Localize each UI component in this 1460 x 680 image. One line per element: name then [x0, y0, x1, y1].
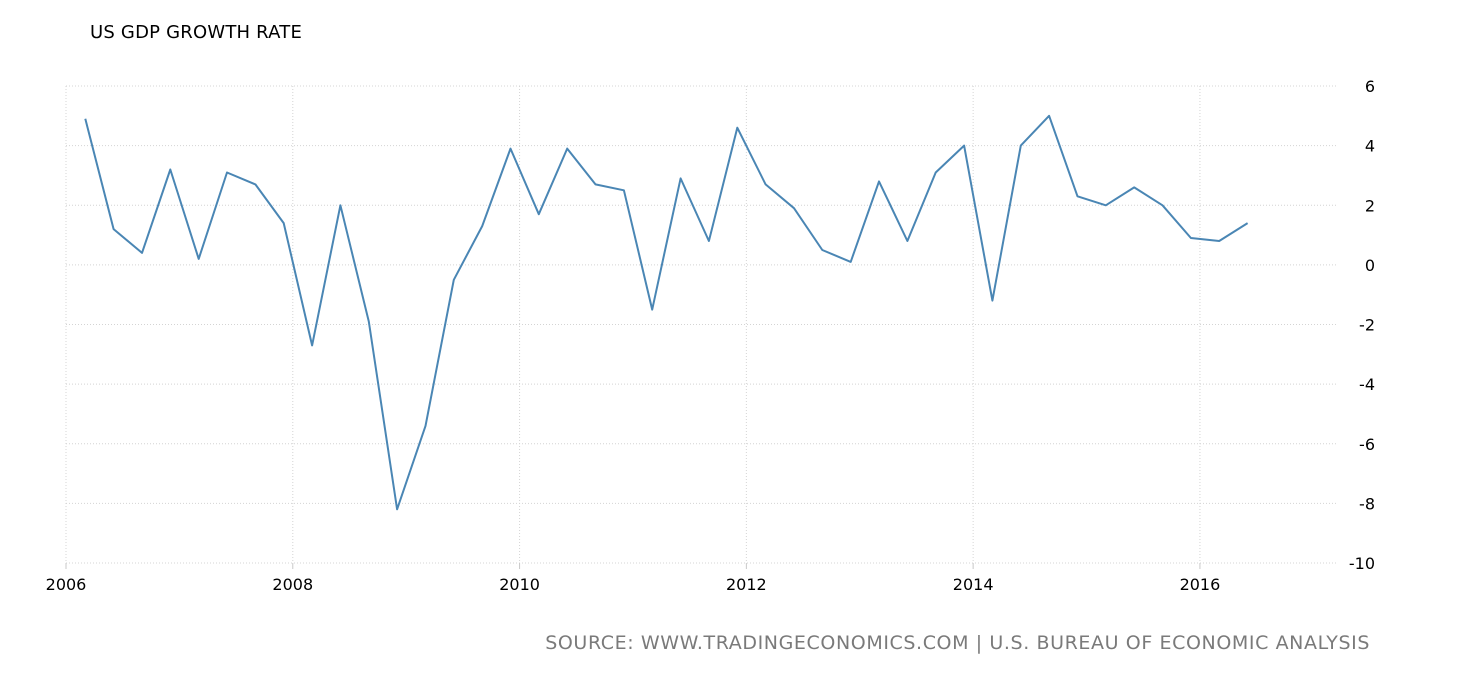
chart-title: US GDP GROWTH RATE [90, 22, 303, 43]
series-line-layer [83, 114, 1250, 511]
x-tick-label: 2014 [953, 575, 994, 594]
data-point [820, 248, 824, 252]
data-point [1217, 239, 1221, 243]
y-tick-label: -10 [1349, 554, 1375, 573]
data-point [990, 299, 994, 303]
data-point [480, 224, 484, 228]
data-point [367, 320, 371, 324]
series-line [84, 114, 1249, 511]
x-tick-label: 2006 [46, 575, 87, 594]
data-point [1047, 114, 1051, 118]
x-tick-label: 2008 [272, 575, 313, 594]
data-point [707, 239, 711, 243]
data-point [338, 203, 342, 207]
grid-lines [65, 85, 1336, 569]
data-point [197, 257, 201, 261]
y-axis-ticks: 6 4 2 0 -2 -4 -6 -8 -10 [1349, 77, 1375, 573]
data-point [650, 308, 654, 312]
x-tick-label: 2010 [499, 575, 540, 594]
data-point [1075, 194, 1079, 198]
data-point [537, 212, 541, 216]
data-point [905, 239, 909, 243]
data-point [1132, 185, 1136, 189]
data-point [934, 170, 938, 174]
y-tick-label: 6 [1365, 77, 1375, 96]
data-point [565, 147, 569, 151]
data-point [140, 251, 144, 255]
data-point [310, 343, 314, 347]
y-tick-label: 0 [1365, 256, 1375, 275]
y-tick-label: -4 [1359, 375, 1375, 394]
x-tick-label: 2016 [1180, 575, 1221, 594]
y-tick-label: -2 [1359, 316, 1375, 335]
data-point [168, 167, 172, 171]
data-point [112, 227, 116, 231]
data-point [395, 507, 399, 511]
data-point [225, 170, 229, 174]
x-tick-label: 2012 [726, 575, 767, 594]
data-point [594, 182, 598, 186]
data-point [423, 424, 427, 428]
source-note: SOURCE: WWW.TRADINGECONOMICS.COM | U.S. … [545, 632, 1370, 654]
x-axis-ticks: 2006 2008 2010 2012 2014 2016 [46, 575, 1221, 594]
data-point [1189, 236, 1193, 240]
data-point [282, 221, 286, 225]
data-point [679, 176, 683, 180]
data-point [962, 144, 966, 148]
data-point [1019, 144, 1023, 148]
data-point [849, 260, 853, 264]
data-point [1246, 221, 1250, 225]
y-tick-label: 4 [1365, 137, 1375, 156]
data-point [253, 182, 257, 186]
y-tick-label: -6 [1359, 435, 1375, 454]
data-point [509, 147, 513, 151]
data-point [452, 278, 456, 282]
data-point [792, 206, 796, 210]
data-point [1161, 203, 1165, 207]
data-point [622, 188, 626, 192]
data-point [764, 182, 768, 186]
data-point [83, 117, 87, 121]
data-point [1104, 203, 1108, 207]
data-point [877, 179, 881, 183]
data-point [735, 126, 739, 130]
y-tick-label: -8 [1359, 494, 1375, 513]
y-tick-label: 2 [1365, 196, 1375, 215]
